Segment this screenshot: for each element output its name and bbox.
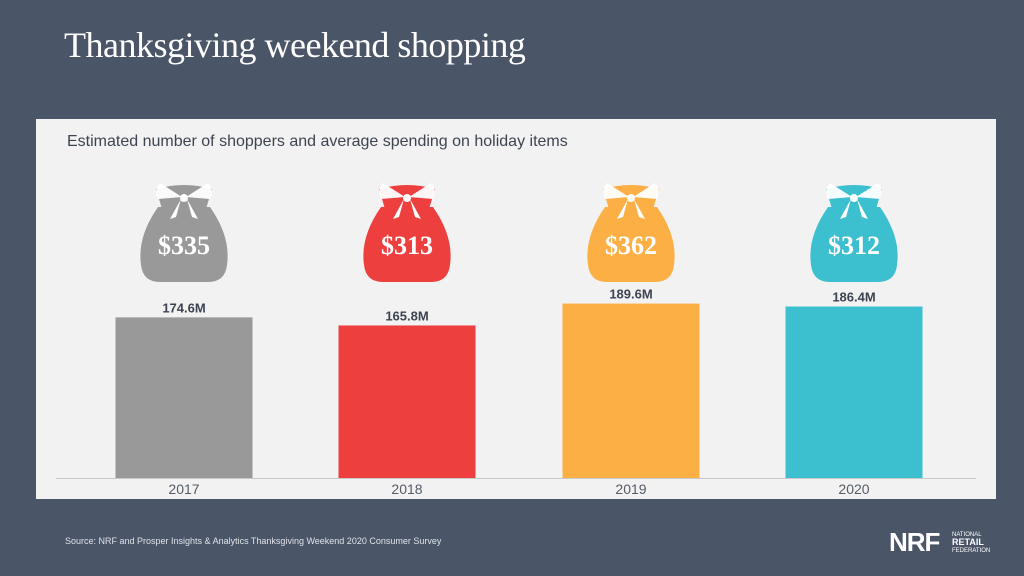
page-title: Thanksgiving weekend shopping: [64, 25, 526, 65]
gift-bag-icon: $313: [363, 183, 451, 282]
svg-text:NATIONAL: NATIONAL: [952, 532, 982, 538]
x-tick-label: 2017: [168, 481, 199, 497]
bar-2020: [785, 306, 923, 478]
chart-panel: Estimated number of shoppers and average…: [36, 119, 996, 499]
x-tick-label: 2019: [615, 481, 646, 497]
spending-label: $312: [828, 231, 880, 260]
gift-bag-icon: $362: [587, 183, 675, 282]
spending-label: $362: [605, 231, 657, 260]
x-tick-label: 2020: [838, 481, 869, 497]
svg-text:NRF: NRF: [889, 527, 940, 557]
bar-value-label: 186.4M: [832, 290, 875, 305]
x-tick-label: 2018: [391, 481, 422, 497]
gift-bag-icon: $335: [140, 183, 228, 282]
nrf-logo: NRF NATIONAL RETAIL FEDERATION: [889, 527, 990, 557]
gift-bag-icon: $312: [810, 183, 898, 282]
svg-text:RETAIL: RETAIL: [952, 537, 984, 547]
chart-subtitle: Estimated number of shoppers and average…: [67, 133, 568, 150]
bar-chart: 174.6M 2017 $335 165.8M 2018 $313 189.6M 2019 $3…: [56, 183, 976, 497]
bar-2017: [115, 317, 253, 478]
spending-label: $335: [158, 231, 210, 260]
bar-2018: [338, 325, 476, 478]
bar-value-label: 189.6M: [609, 287, 652, 302]
bar-value-label: 174.6M: [162, 300, 205, 315]
bar-value-label: 165.8M: [385, 308, 428, 323]
bar-2019: [562, 303, 700, 478]
svg-text:FEDERATION: FEDERATION: [952, 548, 990, 554]
source-note: Source: NRF and Prosper Insights & Analy…: [65, 536, 442, 546]
spending-label: $313: [381, 231, 433, 260]
